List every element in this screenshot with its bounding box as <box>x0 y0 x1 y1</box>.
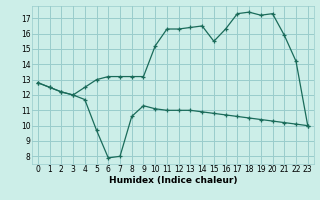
X-axis label: Humidex (Indice chaleur): Humidex (Indice chaleur) <box>108 176 237 185</box>
